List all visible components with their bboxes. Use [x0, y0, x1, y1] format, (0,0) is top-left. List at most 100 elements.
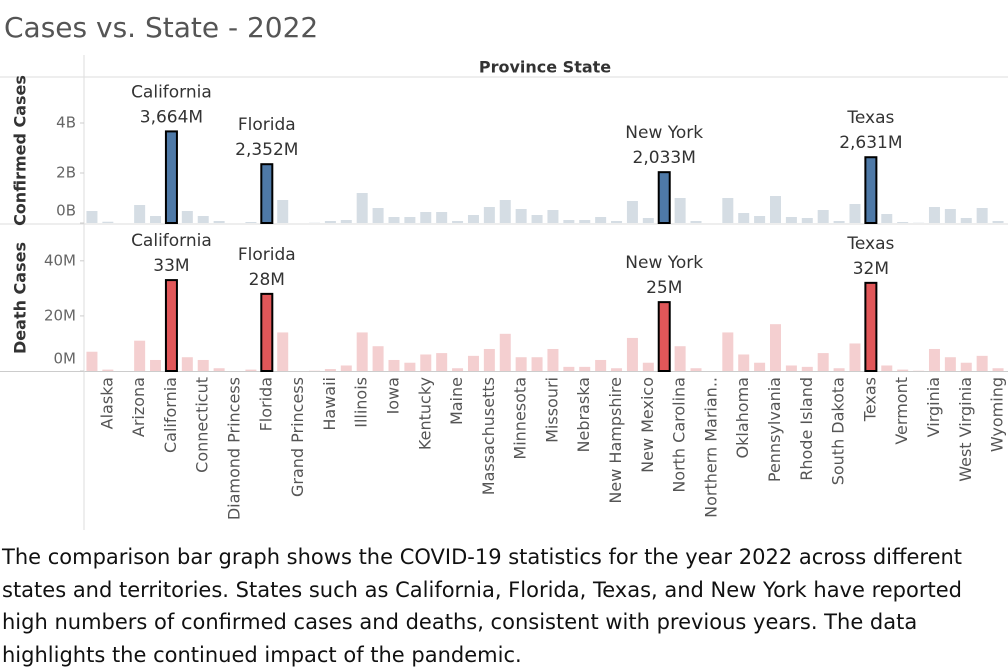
x-tick-label: California: [161, 377, 180, 453]
bar: [849, 343, 861, 371]
bar: [245, 222, 257, 223]
x-tick-label: Diamond Princess: [225, 377, 244, 520]
bar: [404, 217, 416, 223]
x-tick-label: Minnesota: [511, 377, 530, 460]
bar: [452, 368, 464, 371]
bar: [181, 357, 193, 371]
bar: [452, 221, 464, 223]
bar: [86, 351, 98, 371]
x-tick-label: Grand Princess: [288, 377, 307, 497]
bar: [277, 200, 289, 223]
value-label: 32M: [853, 259, 889, 279]
highlighted-bar: [164, 130, 178, 224]
bar: [436, 353, 448, 371]
bar: [881, 365, 893, 371]
bar: [547, 210, 559, 223]
highlighted-bar: [864, 156, 878, 225]
bar: [499, 200, 511, 223]
bar: [944, 209, 956, 223]
bar: [531, 357, 543, 371]
bar: [801, 366, 813, 371]
x-tick-label: Maine: [447, 377, 466, 425]
bar: [324, 221, 336, 223]
bar: [467, 355, 479, 371]
x-tick-label: Vermont: [892, 377, 911, 445]
bar: [992, 368, 1004, 371]
bar: [976, 208, 988, 223]
x-header: Province State: [479, 58, 611, 77]
x-tick-label: Illinois: [352, 377, 371, 428]
bar: [833, 368, 845, 371]
bar: [611, 368, 623, 371]
x-tick-label: Kentucky: [415, 377, 434, 450]
annotation-name: New York: [625, 253, 703, 273]
bar: [960, 362, 972, 371]
highlighted-bar: [260, 292, 274, 372]
x-tick-label: Arizona: [129, 377, 148, 437]
bar: [626, 201, 638, 223]
bar: [372, 346, 384, 371]
annotation-name: New York: [625, 123, 703, 143]
x-tick-label: Alaska: [97, 377, 116, 429]
bar: [674, 346, 686, 371]
bar: [356, 332, 368, 371]
bar: [944, 357, 956, 371]
bar: [897, 222, 909, 223]
bar: [404, 362, 416, 371]
bar: [563, 220, 575, 223]
bar: [467, 215, 479, 223]
bar: [785, 217, 797, 223]
value-label: 28M: [249, 270, 285, 290]
highlighted-bar: [164, 279, 178, 372]
value-label: 25M: [646, 278, 682, 298]
x-tick-label: Nebraska: [574, 377, 593, 452]
bar: [626, 337, 638, 371]
y-tick-label: 20M: [44, 306, 76, 324]
x-tick-label: West Virginia: [956, 377, 975, 482]
bar: [213, 221, 225, 223]
annotation-name: Florida: [238, 115, 296, 135]
x-tick-label: Pennsylvania: [765, 377, 784, 482]
value-label: 3,664M: [140, 107, 203, 127]
bar: [754, 362, 766, 371]
bar: [483, 207, 495, 223]
bar: [245, 369, 257, 371]
chart: Cases vs. State - 2022 Province State Co…: [0, 11, 1008, 530]
bar: [881, 214, 893, 223]
y-tick-label: 0M: [54, 350, 77, 368]
x-tick-label: Rhode Island: [797, 377, 816, 481]
bar: [324, 369, 336, 371]
value-label: 2,631M: [839, 133, 902, 153]
bar: [595, 217, 607, 223]
x-tick-label: Massachusetts: [479, 377, 498, 495]
bar: [420, 354, 432, 371]
bar: [897, 369, 909, 371]
bar: [611, 221, 623, 223]
highlighted-bar: [864, 281, 878, 372]
highlighted-bar: [260, 163, 274, 224]
bar: [992, 221, 1004, 223]
bar: [976, 355, 988, 371]
annotation-name: California: [131, 82, 212, 102]
bar: [277, 332, 289, 371]
bar: [928, 207, 940, 223]
annotation-name: Florida: [238, 245, 296, 265]
caption: The comparison bar graph shows the COVID…: [2, 545, 963, 667]
bar: [197, 216, 209, 223]
x-tick-label: South Dakota: [829, 377, 848, 485]
bar: [340, 220, 352, 223]
bar: [150, 216, 162, 223]
bar: [515, 357, 527, 371]
bar: [499, 333, 511, 371]
bar: [483, 348, 495, 371]
bar: [356, 193, 368, 223]
bar: [928, 348, 940, 371]
bar: [817, 353, 829, 371]
bar: [690, 368, 702, 371]
bar: [642, 362, 654, 371]
bar: [102, 369, 114, 371]
x-tick-label: Iowa: [383, 377, 402, 414]
bar: [420, 212, 432, 223]
x-tick-label: Northern Marian..: [701, 377, 720, 518]
bar: [674, 198, 686, 223]
